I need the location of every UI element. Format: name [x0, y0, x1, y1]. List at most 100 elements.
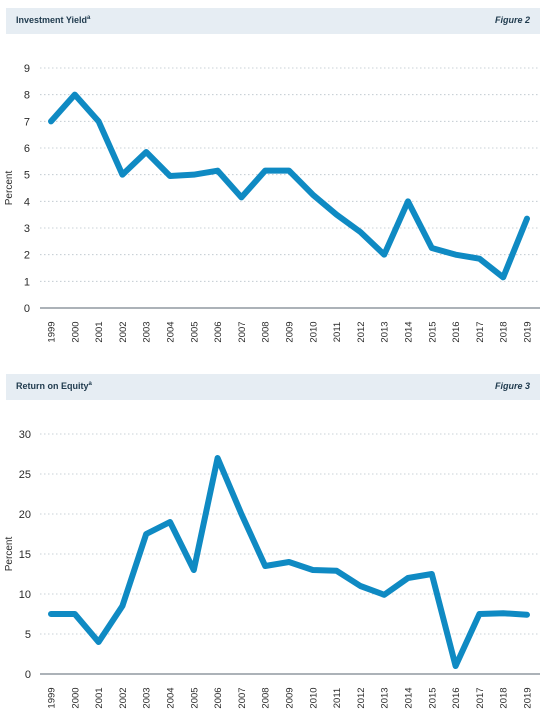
x-tick-label: 2016 — [451, 321, 462, 342]
x-tick-label: 2013 — [380, 687, 391, 708]
x-tick-label: 1999 — [47, 687, 58, 708]
data-point — [526, 218, 528, 220]
x-tick-label: 2000 — [70, 321, 81, 342]
y-tick-label: 1 — [24, 276, 30, 288]
x-tick-label: 2002 — [118, 321, 129, 342]
x-tick-label: 2018 — [499, 321, 510, 342]
footnote-marker: a — [88, 381, 92, 387]
x-tick-label: 2000 — [70, 687, 81, 708]
x-tick-label: 2018 — [499, 687, 510, 708]
y-tick-label: 8 — [24, 90, 30, 102]
x-axis-ticks: 1999 2000 2001 2002 2003 2004 2005 2006 2007 2008… — [47, 687, 534, 708]
x-tick-label: 2010 — [308, 321, 319, 342]
x-tick-label: 2009 — [285, 321, 296, 342]
footnote-marker: a — [87, 15, 91, 21]
data-point — [359, 231, 361, 233]
y-tick-label: 9 — [24, 63, 30, 75]
data-point — [169, 521, 171, 523]
data-point — [288, 170, 290, 172]
data-point — [50, 120, 52, 122]
data-point — [50, 613, 52, 615]
x-tick-label: 2012 — [356, 321, 367, 342]
chart-title: Investment Yielda — [16, 15, 91, 25]
data-point — [431, 247, 433, 249]
x-tick-label: 2003 — [142, 687, 153, 708]
x-tick-label: 2006 — [213, 687, 224, 708]
data-point — [383, 254, 385, 256]
data-points — [50, 457, 528, 667]
data-point — [478, 613, 480, 615]
chart-title: Return on Equitya — [16, 381, 92, 391]
data-point — [98, 641, 100, 643]
data-point — [145, 533, 147, 535]
data-point — [217, 170, 219, 172]
data-point — [169, 175, 171, 177]
data-point — [240, 196, 242, 198]
figure-label: Figure 2 — [494, 15, 530, 25]
x-tick-label: 2019 — [523, 687, 534, 708]
data-point — [407, 577, 409, 579]
data-point — [217, 457, 219, 459]
y-tick-label: 6 — [24, 143, 30, 155]
data-point — [478, 258, 480, 260]
data-point — [312, 194, 314, 196]
y-axis-label: Percent — [4, 171, 15, 206]
y-tick-label: 7 — [24, 116, 30, 128]
x-tick-label: 2005 — [189, 687, 200, 708]
data-point — [407, 200, 409, 202]
x-axis-ticks: 1999 2000 2001 2002 2003 2004 2005 2006 2007 2008… — [47, 321, 534, 342]
x-tick-label: 2012 — [356, 687, 367, 708]
investment-yield-chart: 0 1 2 3 4 5 6 7 8 9 1999 2000 2001 2002 2003 2004 2005 20… — [4, 63, 540, 343]
y-tick-label: 5 — [25, 629, 31, 641]
gridlines — [40, 433, 540, 675]
data-point — [74, 613, 76, 615]
return-on-equity-chart: 0 5 10 15 20 25 30 1999 2000 2001 2002 2003 2004 2005… — [4, 429, 540, 709]
x-tick-label: 2017 — [475, 687, 486, 708]
x-tick-label: 2019 — [523, 321, 534, 342]
data-point — [336, 570, 338, 572]
y-tick-label: 3 — [24, 223, 30, 235]
data-point — [431, 573, 433, 575]
y-tick-label: 0 — [24, 303, 30, 315]
data-point — [98, 120, 100, 122]
x-tick-label: 2003 — [142, 321, 153, 342]
x-tick-label: 2017 — [475, 321, 486, 342]
data-point — [121, 605, 123, 607]
y-tick-label: 4 — [24, 196, 30, 208]
data-point — [264, 565, 266, 567]
series-line — [48, 91, 530, 281]
x-tick-label: 2001 — [94, 321, 105, 342]
x-tick-label: 2010 — [308, 687, 319, 708]
x-tick-label: 2015 — [427, 321, 438, 342]
data-point — [264, 170, 266, 172]
x-tick-label: 2013 — [380, 321, 391, 342]
data-point — [502, 612, 504, 614]
data-point — [74, 94, 76, 96]
y-tick-label: 2 — [24, 250, 30, 262]
y-axis-ticks: 0 5 10 15 20 25 30 — [19, 429, 31, 681]
y-axis-label: Percent — [4, 537, 15, 572]
x-tick-label: 2002 — [118, 687, 129, 708]
x-tick-label: 2009 — [285, 687, 296, 708]
x-tick-label: 2005 — [189, 321, 200, 342]
gridlines — [40, 67, 540, 309]
y-tick-label: 15 — [19, 549, 31, 561]
data-point — [455, 254, 457, 256]
data-point — [240, 513, 242, 515]
data-point — [336, 214, 338, 216]
x-tick-label: 2011 — [332, 688, 343, 708]
data-point — [455, 665, 457, 667]
data-point — [145, 151, 147, 153]
data-point — [312, 569, 314, 571]
x-tick-label: 1999 — [47, 321, 58, 342]
data-point — [193, 569, 195, 571]
x-tick-label: 2007 — [237, 687, 248, 708]
x-tick-label: 2014 — [404, 321, 415, 342]
y-tick-label: 20 — [19, 509, 31, 521]
x-tick-label: 2006 — [213, 321, 224, 342]
y-tick-label: 0 — [25, 669, 31, 681]
data-point — [526, 614, 528, 616]
x-tick-label: 2007 — [237, 321, 248, 342]
data-point — [121, 174, 123, 176]
y-tick-label: 5 — [24, 170, 30, 182]
